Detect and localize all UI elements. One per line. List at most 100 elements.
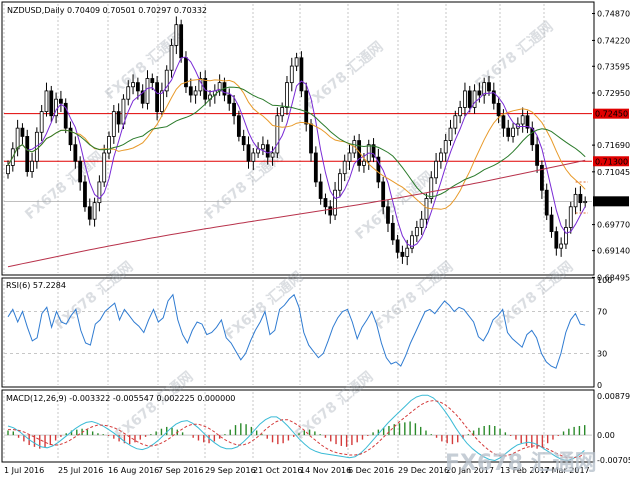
candle-body — [333, 189, 337, 216]
candle-body — [511, 127, 515, 137]
macd-title: MACD(12,26,9) -0.003322 -0.005547 0.0022… — [6, 394, 235, 403]
candle-body — [564, 227, 568, 245]
candle-body — [68, 127, 73, 146]
candle-body — [227, 94, 232, 104]
candle-body — [121, 98, 126, 125]
price-tick-label: 0.69770 — [597, 221, 630, 230]
candle-body — [270, 152, 275, 158]
x-tick-label: 6 Dec 2016 — [348, 466, 394, 475]
candle-body — [73, 144, 78, 162]
macd-line — [7, 394, 585, 462]
candle-body — [97, 181, 102, 204]
candle-body — [578, 193, 583, 204]
candle-body — [463, 90, 467, 108]
candle-body — [87, 206, 92, 220]
current-price-tag — [593, 196, 629, 207]
candle-body — [179, 24, 184, 59]
candle-body — [487, 82, 491, 92]
macd-layer — [4, 394, 592, 462]
price-tick-label: 0.74870 — [597, 10, 630, 19]
candle-body — [63, 102, 68, 129]
rsi-line — [7, 293, 586, 369]
candle-body — [434, 160, 438, 179]
candle-body — [135, 82, 140, 92]
price-tick-label: 0.69140 — [597, 247, 630, 256]
x-tick-label: 20 Jan 2017 — [446, 466, 494, 475]
price-tick-label: 0.72950 — [597, 89, 630, 98]
candle-body — [395, 239, 400, 253]
rsi-title: RSI(6) 57.2284 — [6, 281, 66, 290]
moving-average-line — [7, 159, 586, 268]
candle-body — [155, 82, 160, 112]
candle-body — [49, 90, 54, 117]
price-tick-label: 0.71045 — [597, 168, 630, 177]
x-tick-label: 7 Sep 2016 — [158, 466, 204, 475]
candle-body — [583, 201, 588, 204]
candle-body — [111, 111, 116, 137]
candle-body — [525, 115, 530, 129]
level-price-tag-label: 0.71300 — [595, 157, 628, 166]
candle-body — [164, 69, 169, 92]
candle-body — [92, 202, 97, 220]
candle-body — [549, 214, 554, 233]
macd-tick-label: -0.007055 — [597, 456, 630, 465]
x-tick-label: 14 Nov 2016 — [300, 466, 351, 475]
candle-body — [357, 140, 362, 166]
candle-body — [102, 152, 107, 183]
moving-average-line — [7, 56, 586, 248]
rsi-tick-label: 70 — [597, 308, 607, 317]
candle-body — [458, 107, 463, 117]
candle-body — [362, 160, 366, 166]
candle-body — [294, 57, 299, 67]
candle-body — [376, 156, 381, 183]
candle-body — [424, 198, 429, 220]
candle-body — [472, 90, 477, 108]
candle-body — [6, 164, 10, 175]
candle-body — [169, 44, 174, 71]
candle-body — [496, 102, 501, 117]
candle-body — [280, 107, 285, 117]
candle-body — [501, 115, 506, 129]
candle-body — [20, 127, 25, 137]
x-tick-label: 1 Jul 2016 — [4, 466, 44, 475]
moving-average-line — [7, 86, 586, 198]
candle-body — [236, 115, 241, 137]
candle-body — [261, 144, 265, 150]
candle-body — [390, 222, 395, 241]
candle-body — [150, 78, 155, 84]
candle-body — [491, 90, 496, 104]
candle-body — [78, 160, 83, 183]
price-tick-label: 0.73595 — [597, 62, 630, 71]
candle-body — [15, 127, 20, 150]
candle-body — [573, 193, 578, 208]
price-chart-title: NZDUSD,Daily 0.70409 0.70501 0.70297 0.7… — [7, 6, 207, 15]
candle-body — [540, 164, 544, 191]
x-tick-label: 7 Mar 2017 — [544, 466, 590, 475]
candle-body — [568, 206, 573, 228]
candle-body — [506, 127, 511, 137]
level-price-tag-label: 0.72450 — [595, 110, 628, 119]
candle-body — [337, 173, 342, 191]
candle-body — [174, 24, 179, 46]
macd-signal-line — [8, 400, 585, 459]
rsi-tick-label: 0 — [597, 381, 602, 390]
candle-body — [410, 235, 414, 249]
x-tick-label: 13 Feb 2017 — [500, 466, 550, 475]
fx678-logo-text: FX678 汇通网 — [445, 451, 597, 476]
candle-body — [414, 227, 419, 237]
x-tick-label: 21 Oct 2016 — [253, 466, 302, 475]
candle-body — [39, 111, 44, 133]
candle-body — [448, 127, 453, 141]
candle-body — [544, 189, 549, 216]
x-tick-label: 29 Sep 2016 — [205, 466, 256, 475]
candle-body — [232, 102, 236, 117]
candle-body — [386, 206, 390, 224]
candle-body — [318, 181, 323, 199]
candle-body — [265, 144, 270, 158]
candle-body — [438, 152, 443, 162]
candle-body — [193, 90, 198, 96]
price-tick-label: 0.74220 — [597, 36, 630, 45]
candle-body — [520, 115, 525, 125]
